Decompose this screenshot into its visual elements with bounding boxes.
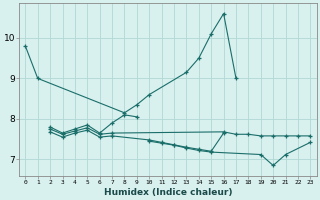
X-axis label: Humidex (Indice chaleur): Humidex (Indice chaleur) (104, 188, 232, 197)
